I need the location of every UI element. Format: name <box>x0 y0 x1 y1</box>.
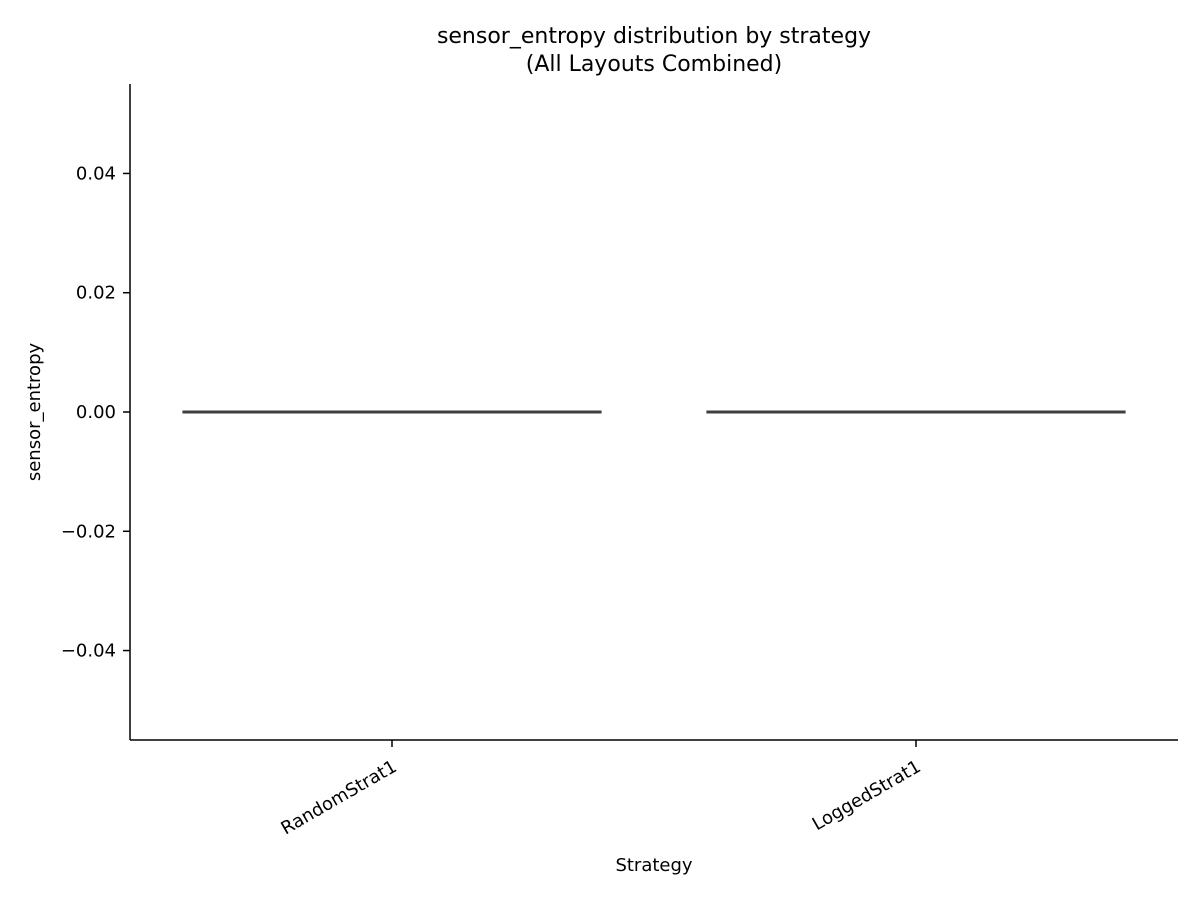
x-axis-label: Strategy <box>615 855 692 876</box>
y-tick-label: 0.04 <box>76 163 116 184</box>
chart-title: sensor_entropy distribution by strategy <box>437 24 871 49</box>
x-ticks: RandomStrat1 LoggedStrat1 <box>277 740 925 839</box>
y-ticks: 0.04 0.02 0.00 −0.02 −0.04 <box>61 163 130 662</box>
y-axis-label: sensor_entropy <box>24 343 45 482</box>
y-tick-label: −0.02 <box>61 521 116 542</box>
y-tick-label: 0.02 <box>76 283 116 304</box>
y-tick-label: 0.00 <box>76 402 116 423</box>
chart-subtitle: (All Layouts Combined) <box>526 52 782 77</box>
x-tick-label: RandomStrat1 <box>277 756 400 839</box>
y-tick-label: −0.04 <box>61 641 116 662</box>
x-tick-label: LoggedStrat1 <box>809 756 925 835</box>
